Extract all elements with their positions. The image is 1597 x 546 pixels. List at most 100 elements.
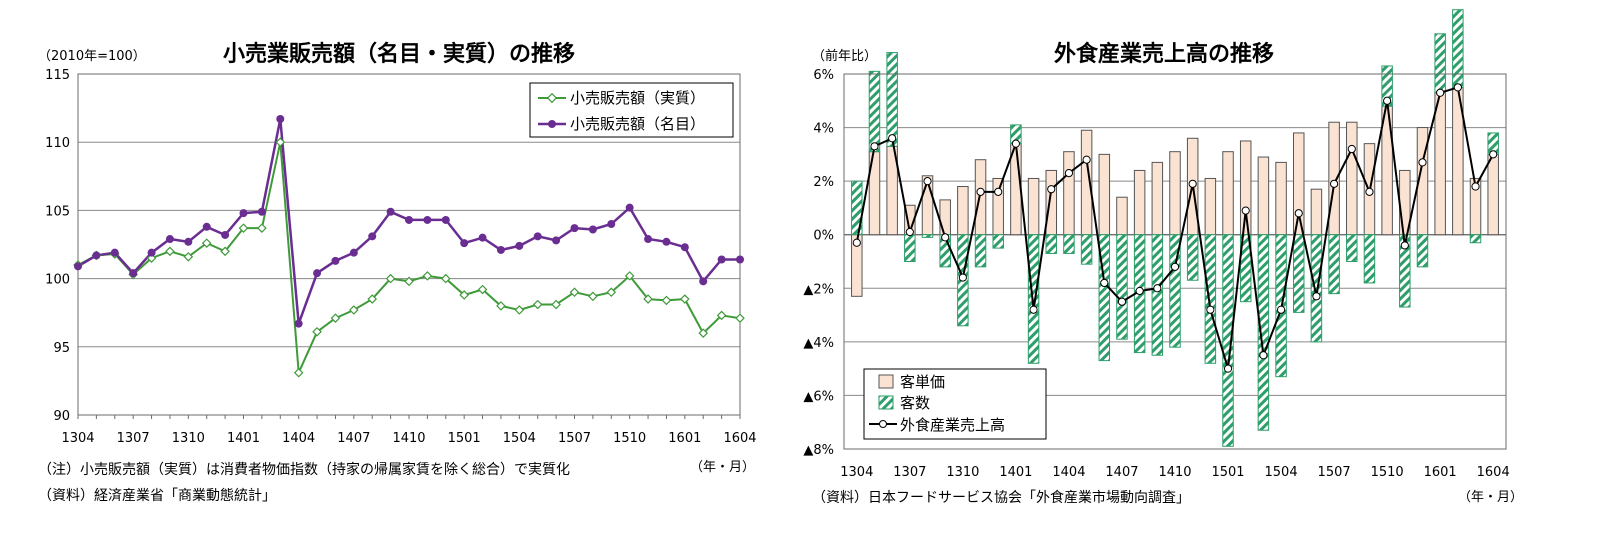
nominal-sales-point [552, 236, 561, 245]
nominal-sales-point [313, 269, 322, 278]
real-sales-point [220, 246, 230, 257]
nominal-sales-point [331, 256, 340, 265]
food-sales-point [923, 177, 932, 186]
nominal-sales-point [515, 241, 524, 250]
left-x-tick-label: 1404 [282, 431, 315, 446]
real-sales-point [183, 251, 194, 262]
unit-price-bar [1027, 177, 1040, 236]
customer-count-bar [1222, 234, 1234, 447]
right-x-tick-label: 1401 [999, 465, 1032, 480]
unit-price-bar [1169, 151, 1181, 236]
left-x-tick-label: 1510 [613, 431, 646, 446]
nominal-sales-point [460, 239, 469, 248]
left-x-tick-label: 1601 [668, 431, 701, 446]
real-sales-point [643, 294, 653, 304]
customer-count-bar [1239, 234, 1252, 303]
left-x-tick-label: 1604 [723, 431, 756, 446]
food-sales-point [1047, 185, 1056, 194]
customer-count-bar [1080, 234, 1093, 265]
unit-price-bar [974, 159, 987, 236]
nominal-sales-point [607, 220, 616, 229]
food-sales-point [1259, 351, 1268, 360]
real-sales-point [293, 367, 304, 378]
unit-price-bar [1257, 156, 1270, 236]
customer-count-bar [1045, 234, 1058, 254]
nominal-sales-point [257, 207, 266, 216]
unit-price-bar [1151, 161, 1164, 236]
food-sales-point [870, 142, 879, 151]
unit-price-bar [992, 177, 1004, 236]
nominal-sales-point [74, 262, 82, 271]
left-x-tick-label: 1401 [227, 431, 260, 446]
food-sales-point [1082, 155, 1091, 164]
legend-marker-nominal [548, 120, 556, 128]
food-sales-point [1100, 278, 1109, 288]
customer-count-bar [1363, 234, 1376, 284]
right-x-tick-label: 1407 [1105, 465, 1138, 480]
nominal-sales-point [662, 237, 671, 246]
real-sales-point [624, 271, 635, 281]
customer-count-bar [904, 234, 916, 262]
customer-count-bar [1434, 33, 1446, 94]
left-chart-note-0: （注）小売販売額（実質）は消費者物価指数（持家の帰属家賃を除く総合）で実質化 [38, 461, 570, 478]
nominal-sales-point [184, 237, 193, 246]
right-x-tick-label: 1304 [840, 465, 873, 480]
legend-marker-sales [879, 420, 887, 428]
right-y-tick-label: 4% [813, 122, 834, 137]
food-sales-point [941, 233, 950, 242]
left-x-tick-label: 1410 [392, 431, 425, 446]
nominal-sales-point [423, 215, 432, 224]
food-sales-point [1188, 179, 1197, 188]
left-x-tick-label: 1307 [117, 431, 150, 446]
real-sales-point [459, 290, 469, 300]
nominal-sales-point [478, 233, 487, 242]
right-x-tick-label: 1404 [1052, 465, 1085, 480]
right-y-tick-label: ▲2% [803, 282, 834, 297]
food-sales-point [976, 187, 985, 196]
customer-count-bar [992, 234, 1004, 249]
unit-price-bar [1116, 196, 1128, 236]
left-chart-note-1: （資料）経済産業省「商業動態統計」 [38, 488, 276, 504]
food-sales-point [1135, 286, 1144, 296]
nominal-sales-point [533, 232, 542, 241]
unit-price-bar [1346, 121, 1358, 236]
food-sales-point [1153, 284, 1162, 293]
nominal-sales-point [588, 225, 597, 234]
right-chart-x-unit-label: （年・月） [1458, 490, 1523, 505]
legend-label-nominal: 小売販売額（名目） [570, 115, 705, 133]
food-sales-point [1064, 169, 1074, 178]
legend-swatch-customers [878, 395, 894, 410]
real-sales-point [514, 305, 525, 315]
customer-count-bar [1416, 234, 1429, 268]
food-sales-point [1206, 305, 1215, 314]
legend-label-real: 小売販売額（実質） [570, 89, 705, 107]
customer-count-bar [1204, 234, 1217, 364]
nominal-sales-point [221, 230, 230, 239]
real-sales-point [349, 305, 359, 315]
left-chart-title: 小売業販売額（名目・実質）の推移 [223, 41, 575, 67]
right-x-tick-label: 1307 [893, 465, 926, 480]
food-sales-point [1294, 209, 1303, 218]
customer-count-bar [1186, 234, 1199, 281]
food-service-chart: 外食産業売上高の推移 （前年比） 6% 4% 2% 0% ▲2% ▲4% ▲6% ▲8% 13… [803, 9, 1523, 506]
customer-count-bar [1310, 234, 1323, 343]
right-y-tick-label: 0% [813, 229, 834, 244]
nominal-sales-point [129, 269, 138, 278]
real-sales-point [422, 271, 433, 281]
right-plot-frame [843, 73, 1507, 450]
customer-count-bar [921, 234, 934, 238]
food-sales-point [1365, 187, 1374, 196]
customer-count-bar [1346, 234, 1358, 262]
customer-count-bar [1292, 234, 1305, 313]
real-sales-line [77, 141, 741, 374]
real-sales-point [551, 299, 561, 310]
nominal-sales-point [496, 245, 505, 254]
unit-price-bar [1275, 161, 1287, 236]
real-sales-point [716, 310, 727, 321]
food-sales-point [1241, 206, 1250, 215]
food-sales-point [1117, 297, 1127, 306]
unit-price-bar [1204, 177, 1217, 236]
real-sales-point [238, 223, 249, 233]
real-sales-point [735, 313, 745, 323]
